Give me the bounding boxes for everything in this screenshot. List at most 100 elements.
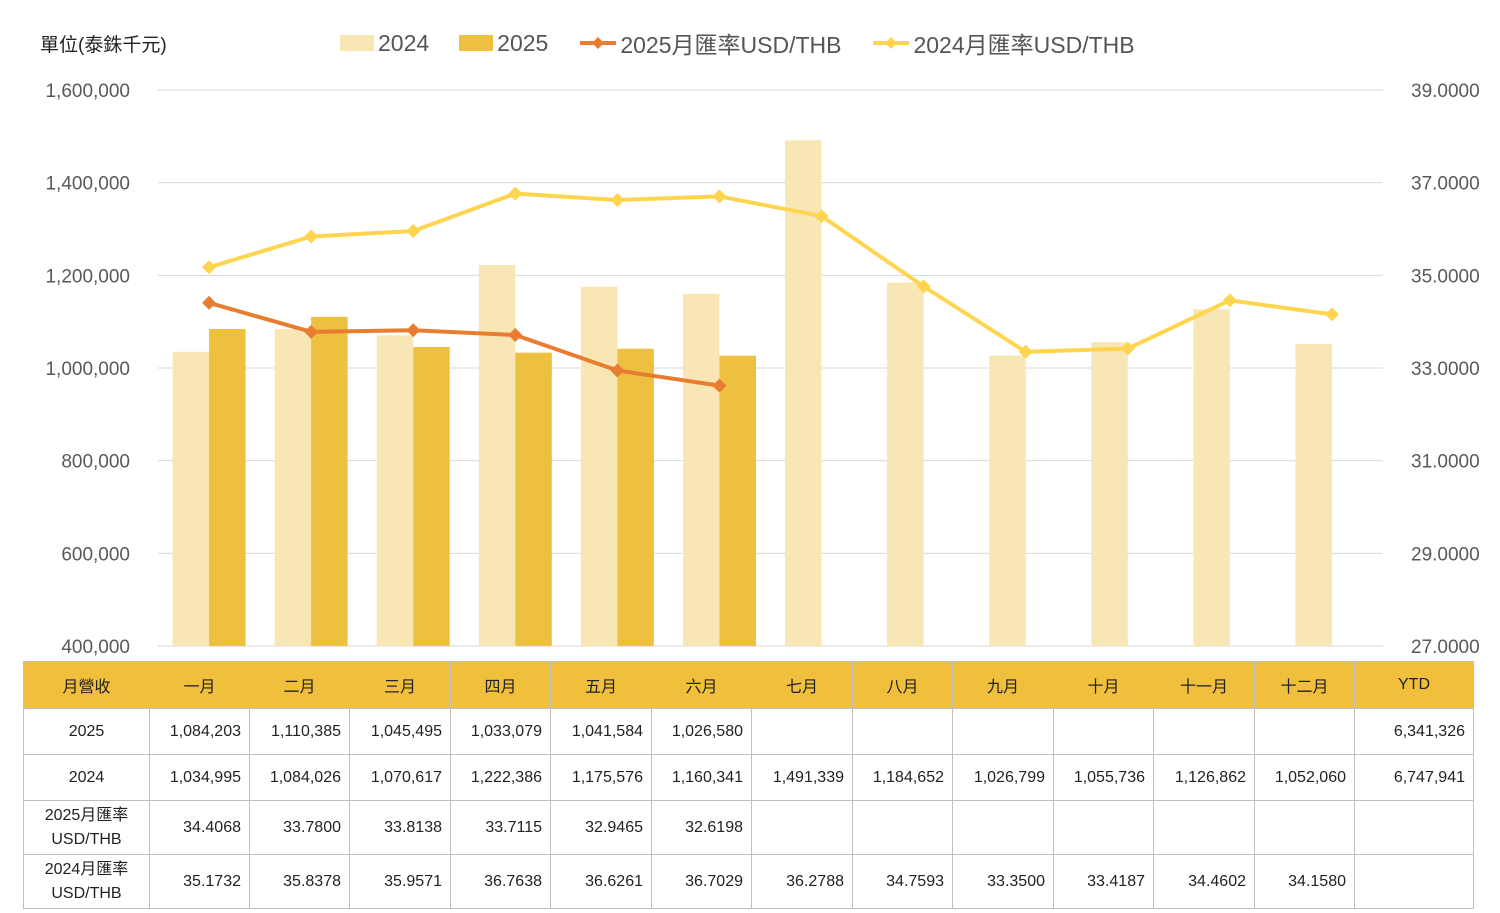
table-cell: 36.2788 <box>751 854 853 909</box>
table-cell: 1,070,617 <box>349 754 451 801</box>
table-header-cell: 一月 <box>149 661 250 709</box>
legend-item-2024: 2024 <box>340 30 429 57</box>
table-header-row: 月營收 一月 二月 三月 四月 五月 六月 七月 八月 九月 十月 十一月 十二… <box>23 661 1474 709</box>
table-cell: 1,026,580 <box>651 708 752 755</box>
table-row: 2024月匯率 USD/THB 35.1732 35.8378 35.9571 36.76… <box>23 854 1474 909</box>
line-point-marker <box>1222 293 1237 308</box>
y-axis-left-tick-label: 1,000,000 <box>45 359 130 380</box>
table-cell <box>952 708 1054 755</box>
legend-item-rate-2025: 2025月匯率USD/THB <box>578 26 841 60</box>
table-cell: 34.1580 <box>1254 854 1355 909</box>
y-axis-left-tick-label: 400,000 <box>61 637 130 658</box>
bar-2024 <box>682 293 720 646</box>
table-cell: 33.7115 <box>450 800 551 855</box>
bar-2024 <box>172 351 210 646</box>
table-cell <box>1254 708 1355 755</box>
table-cell <box>1153 800 1255 855</box>
line-point-marker <box>406 323 421 338</box>
table-cell: 1,222,386 <box>450 754 551 801</box>
table-header-cell: 八月 <box>852 661 953 709</box>
table-header-cell: 十二月 <box>1254 661 1355 709</box>
legend-label-2024: 2024 <box>378 29 430 56</box>
table-header-cell: 月營收 <box>23 661 150 709</box>
table-header-cell: YTD <box>1354 661 1474 709</box>
table-header-cell: 七月 <box>751 661 853 709</box>
table-row-label-line: 2025月匯率 <box>44 806 129 824</box>
table-cell <box>1053 708 1154 755</box>
y-axis-right-tick-label: 31.0000 <box>1411 452 1480 473</box>
table-cell: 1,184,652 <box>852 754 953 801</box>
line-point-marker <box>610 363 625 378</box>
table-cell <box>751 800 853 855</box>
table-cell: 33.7800 <box>249 800 350 855</box>
line-point-marker <box>508 328 523 343</box>
legend-line-rate-2024 <box>873 37 910 49</box>
y-axis-right-tick-label: 37.0000 <box>1411 174 1480 195</box>
combo-chart: 400,000 600,000 800,000 1,000,000 1,200,000 1… <box>45 81 1480 658</box>
table-row-label: 2025 <box>23 708 150 755</box>
table-cell: 33.4187 <box>1053 854 1154 909</box>
bar-2024 <box>989 355 1026 646</box>
bar-2024 <box>478 264 516 646</box>
bar-2025 <box>209 328 246 646</box>
legend-item-2025: 2025 <box>459 30 548 57</box>
table-cell: 1,033,079 <box>450 708 551 755</box>
unit-label: 單位(泰銖千元) <box>40 35 167 56</box>
table-cell <box>1153 708 1255 755</box>
series-line <box>208 300 720 388</box>
bar-2024 <box>785 140 822 647</box>
chart-legend: 2024 2025 2025月匯率USD/THB 2024月匯率USD/THB <box>340 26 1165 60</box>
line-point-marker <box>304 324 319 339</box>
line-point-marker <box>1120 341 1135 356</box>
bar-2025 <box>719 355 756 646</box>
bar-2024 <box>274 329 312 646</box>
table-cell: 35.9571 <box>349 854 451 909</box>
table-row-label: 2024月匯率 USD/THB <box>23 854 150 909</box>
y-axis-left-tick-label: 1,400,000 <box>45 174 130 195</box>
legend-swatch-2025 <box>459 35 494 51</box>
table-cell: 1,491,339 <box>751 754 853 801</box>
table-row-label-line: 2025 <box>68 722 105 740</box>
table-cell: 34.7593 <box>852 854 953 909</box>
line-point-marker <box>712 189 727 204</box>
line-point-marker <box>814 209 829 224</box>
table-row-label-line: USD/THB <box>51 830 122 848</box>
table-cell: 1,055,736 <box>1053 754 1154 801</box>
table-row-label: 2024 <box>23 754 150 801</box>
table-cell: 1,034,995 <box>149 754 250 801</box>
table-cell: 1,084,203 <box>149 708 250 755</box>
y-axis-left-tick-label: 1,600,000 <box>45 81 130 102</box>
y-axis-left-tick-label: 800,000 <box>61 452 130 473</box>
table-cell: 32.6198 <box>651 800 752 855</box>
table-header-cell: 六月 <box>651 661 752 709</box>
table-cell: 33.3500 <box>952 854 1054 909</box>
table-cell: 34.4602 <box>1153 854 1255 909</box>
table-cell: 1,110,385 <box>249 708 350 755</box>
table-cell <box>852 708 953 755</box>
table-cell: 36.7029 <box>651 854 752 909</box>
table-cell: 36.7638 <box>450 854 551 909</box>
bar-2025 <box>617 348 654 646</box>
y-axis-right-tick-label: 27.0000 <box>1411 637 1480 658</box>
table-cell: 35.1732 <box>149 854 250 909</box>
bar-2024 <box>887 282 924 646</box>
y-axis-left-tick-label: 600,000 <box>61 544 130 565</box>
legend-line-rate-2025 <box>580 37 617 49</box>
line-point-marker <box>304 229 319 244</box>
line-point-marker <box>712 378 727 393</box>
bar-2025 <box>515 352 552 646</box>
table-cell: 33.8138 <box>349 800 451 855</box>
table-row: 2024 1,034,995 1,084,026 1,070,617 1,222,386… <box>23 754 1474 801</box>
table-row-label-line: 2024 <box>68 768 105 786</box>
y-axis-left-tick-label: 1,200,000 <box>45 266 130 287</box>
table-cell: 1,175,576 <box>550 754 652 801</box>
table-cell <box>1254 800 1355 855</box>
table-cell: 35.8378 <box>249 854 350 909</box>
line-point-marker <box>508 186 523 201</box>
line-point-marker <box>1324 307 1339 322</box>
table-cell <box>952 800 1054 855</box>
table-cell <box>852 800 953 855</box>
table-cell: 1,160,341 <box>651 754 752 801</box>
line-point-marker <box>916 279 931 294</box>
line-point-marker <box>610 192 625 207</box>
